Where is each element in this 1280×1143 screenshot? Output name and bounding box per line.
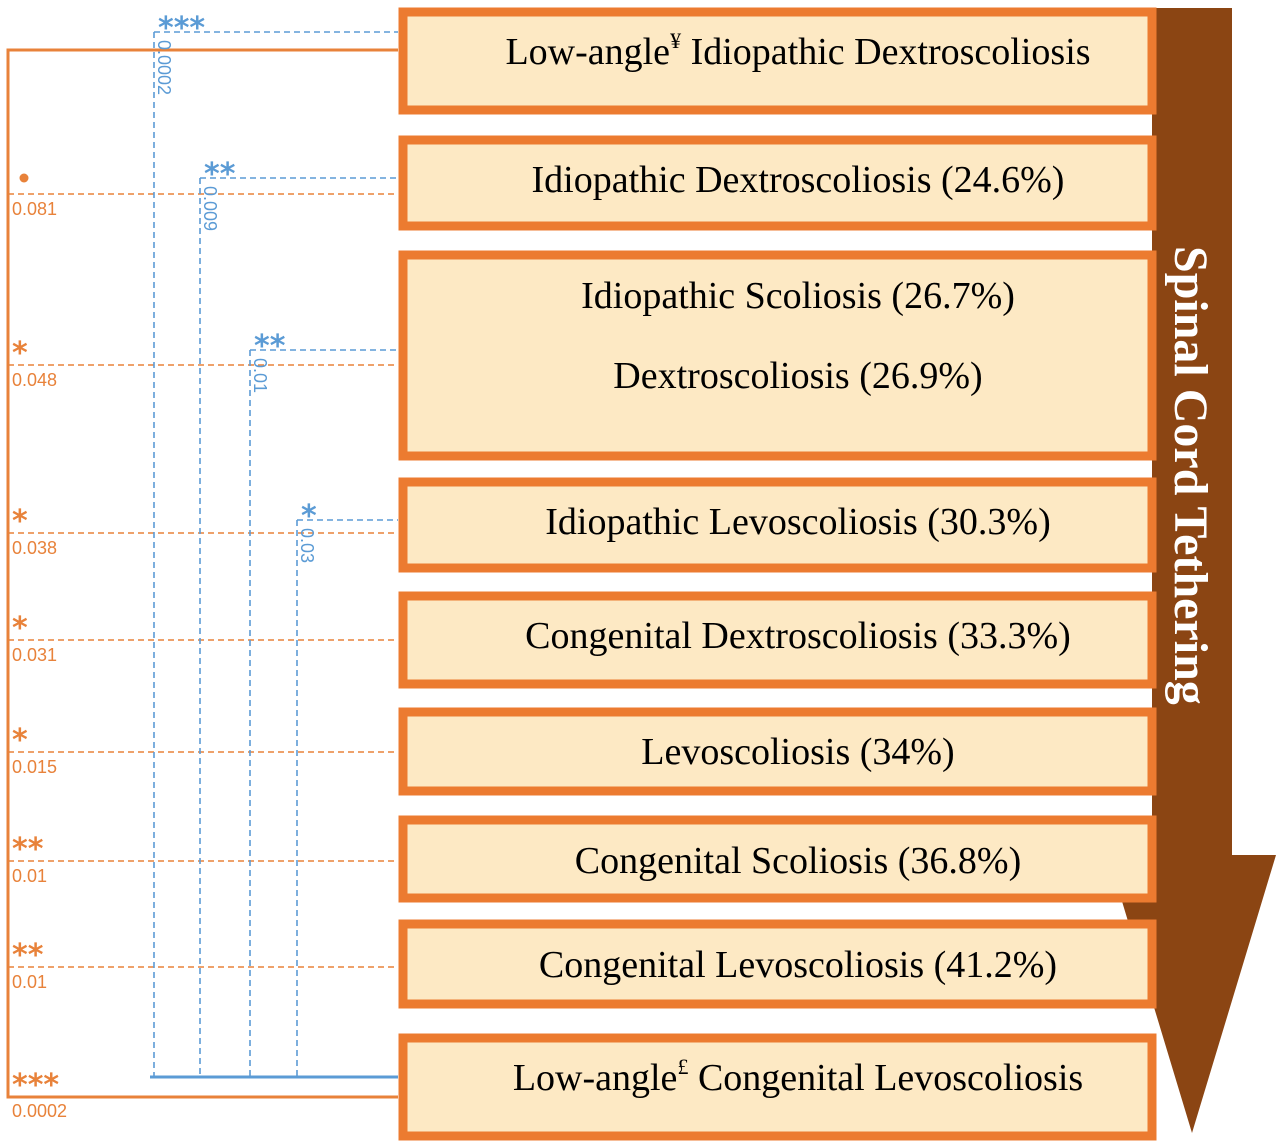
category-boxes: Low-angle¥ Idiopathic Dextroscoliosis Id… <box>398 7 1157 1141</box>
box-congenital-dextroscoliosis: Congenital Dextroscoliosis (33.3%) <box>398 591 1157 689</box>
box-congenital-scoliosis: Congenital Scoliosis (36.8%) <box>398 815 1157 903</box>
significance-stars: * <box>12 504 28 539</box>
p-value-label: 0.081 <box>12 199 57 219</box>
box-low-angle-congenital-levoscoliosis: Low-angle£ Congenital Levoscoliosis <box>398 1033 1157 1141</box>
box-label: Idiopathic Dextroscoliosis (24.6%) <box>532 159 1065 201</box>
trend-dot <box>19 173 29 183</box>
p-value-label: 0.031 <box>12 645 57 665</box>
significance-stars: * <box>12 611 28 646</box>
p-value-label: 0.01 <box>12 972 47 992</box>
box-label: Low-angle£ Congenital Levoscoliosis <box>513 1054 1083 1099</box>
box-label: Congenital Levoscoliosis (41.2%) <box>539 944 1057 986</box>
blue-comparisons: ***0.0002**0.009**0.01*0.03 <box>150 11 398 1079</box>
box-label: Idiopathic Levoscoliosis (30.3%) <box>545 501 1051 543</box>
p-value-label: 0.0002 <box>154 40 174 95</box>
box-label-secondary: Dextroscoliosis (26.9%) <box>613 355 982 397</box>
orange-comparisons: 0.081*0.048*0.038*0.031*0.015**0.01**0.0… <box>6 48 398 1121</box>
tethering-arrow: Spinal Cord Tethering <box>1108 8 1276 1133</box>
significance-stars: *** <box>158 11 205 46</box>
p-value-label: 0.048 <box>12 370 57 390</box>
box-label: Low-angle¥ Idiopathic Dextroscoliosis <box>505 28 1090 73</box>
p-value-label: 0.0002 <box>12 1101 67 1121</box>
significance-stars: ** <box>254 329 286 364</box>
significance-stars: * <box>12 723 28 758</box>
p-value-label: 0.03 <box>297 528 317 563</box>
significance-stars: * <box>301 499 317 534</box>
p-value-label: 0.01 <box>12 866 47 886</box>
box-label: Idiopathic Scoliosis (26.7%) <box>581 275 1015 317</box>
box-congenital-levoscoliosis: Congenital Levoscoliosis (41.2%) <box>398 919 1157 1009</box>
significance-stars: *** <box>12 1068 59 1103</box>
significance-stars: ** <box>12 832 44 867</box>
box-levoscoliosis: Levoscoliosis (34%) <box>398 707 1157 796</box>
p-value-label: 0.009 <box>200 186 220 231</box>
box-idiopathic-levoscoliosis: Idiopathic Levoscoliosis (30.3%) <box>398 477 1157 573</box>
significance-stars: ** <box>12 938 44 973</box>
box-idiopathic-scoliosis-dextroscoliosis: Idiopathic Scoliosis (26.7%) Dextroscoli… <box>398 250 1157 461</box>
box-low-angle-idiopathic-dextroscoliosis: Low-angle¥ Idiopathic Dextroscoliosis <box>398 7 1157 115</box>
p-value-label: 0.038 <box>12 538 57 558</box>
arrow-label: Spinal Cord Tethering <box>1164 246 1217 705</box>
box-label: Congenital Scoliosis (36.8%) <box>575 840 1021 882</box>
box-label: Levoscoliosis (34%) <box>641 731 954 773</box>
p-value-label: 0.01 <box>250 358 270 393</box>
box-label: Congenital Dextroscoliosis (33.3%) <box>525 615 1071 657</box>
p-value-label: 0.015 <box>12 757 57 777</box>
box-idiopathic-dextroscoliosis: Idiopathic Dextroscoliosis (24.6%) <box>398 135 1157 231</box>
significance-stars: * <box>12 336 28 371</box>
significance-stars: ** <box>204 157 236 192</box>
